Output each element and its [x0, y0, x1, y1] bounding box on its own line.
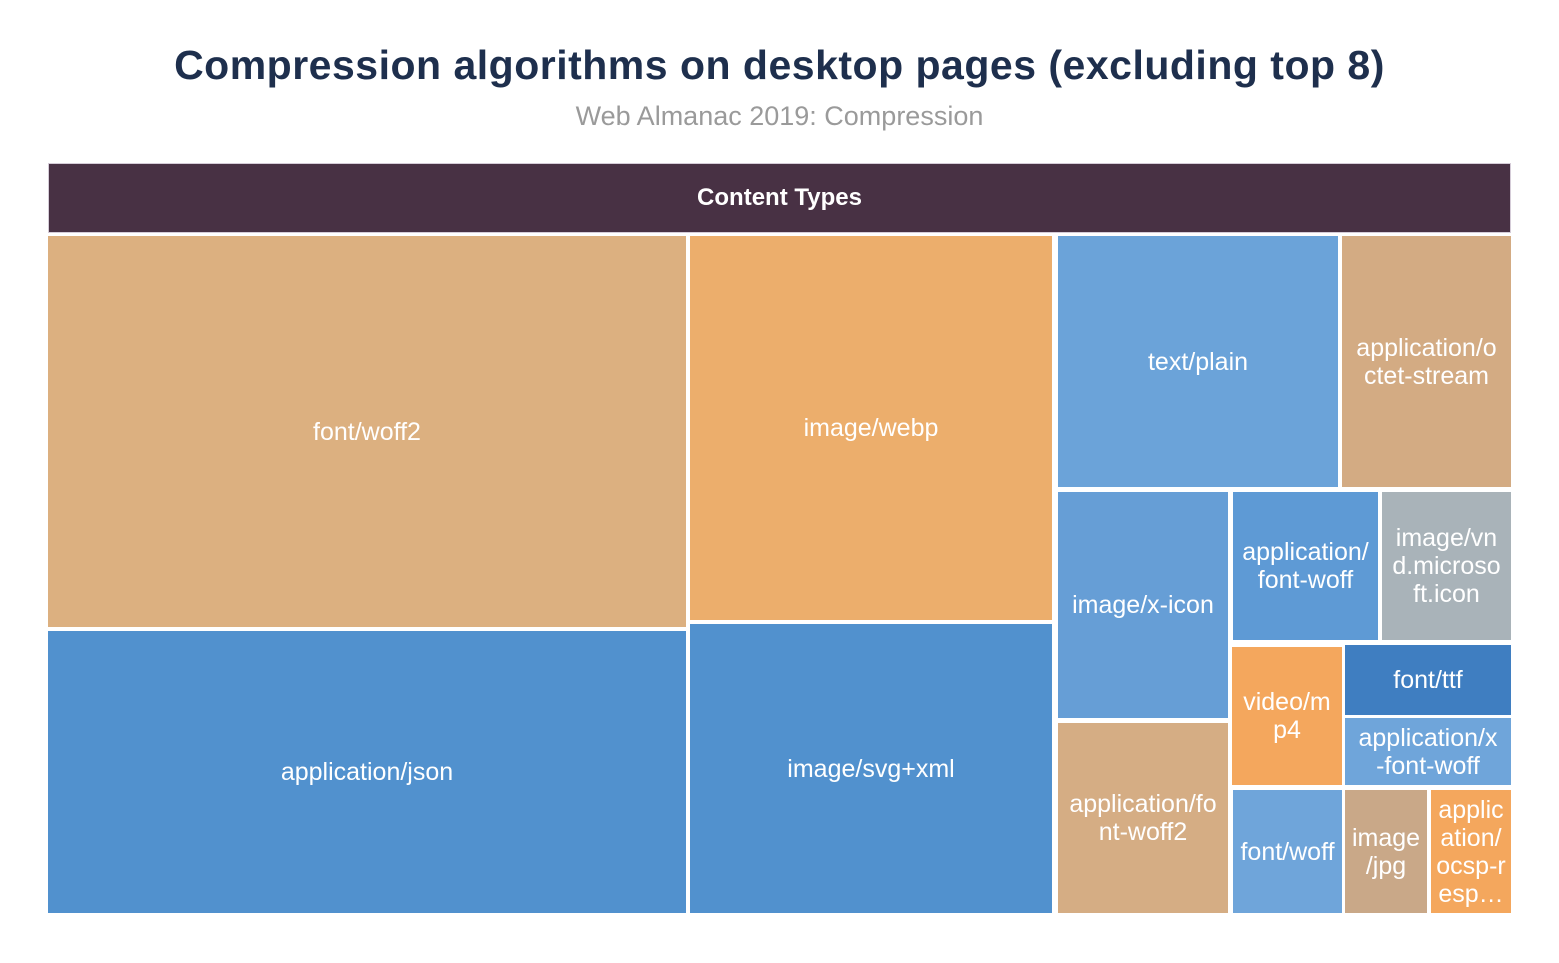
treemap-cell-image-vnd-microsoft-icon[interactable]: image/vn d.microso ft.icon	[1382, 492, 1511, 640]
treemap-cell-label: font/ttf	[1393, 666, 1463, 694]
treemap-cell-label: applic ation/ ocsp-r esp…	[1436, 795, 1506, 908]
treemap-cell-label: application/json	[280, 758, 454, 786]
treemap-cell-application-octet-stream[interactable]: application/o ctet-stream	[1342, 236, 1511, 487]
treemap-cell-image-x-icon[interactable]: image/x-icon	[1058, 492, 1228, 718]
treemap-cell-image-webp[interactable]: image/webp	[690, 236, 1052, 620]
treemap-cell-label: image/vn d.microso ft.icon	[1392, 524, 1501, 608]
treemap-cell-application-json[interactable]: application/json	[48, 631, 686, 913]
treemap-cell-font-ttf[interactable]: font/ttf	[1345, 645, 1511, 715]
content-types-treemap: Content Types font/woff2 image/webp applic…	[48, 163, 1511, 913]
treemap-cell-label: image/svg+xml	[787, 754, 955, 783]
treemap-cell-label: video/m p4	[1243, 688, 1331, 744]
treemap-cells: font/woff2 image/webp application/json imag…	[48, 233, 1511, 913]
treemap-cell-image-jpg[interactable]: image /jpg	[1345, 790, 1427, 913]
treemap-cell-label: text/plain	[1147, 347, 1249, 376]
treemap-cell-label: image/x-icon	[1072, 591, 1214, 619]
treemap-cell-font-woff[interactable]: font/woff	[1233, 790, 1342, 913]
treemap-cell-application-x-font-woff[interactable]: application/x -font-woff	[1345, 718, 1511, 785]
treemap-cell-application-font-woff[interactable]: application/ font-woff	[1233, 492, 1378, 640]
treemap-cell-font-woff2[interactable]: font/woff2	[48, 236, 686, 627]
treemap-cell-label: application/x -font-woff	[1358, 723, 1498, 780]
treemap-cell-application-ocsp-resp[interactable]: applic ation/ ocsp-r esp…	[1431, 790, 1511, 913]
treemap-root-header[interactable]: Content Types	[48, 163, 1511, 233]
treemap-cell-video-mp4[interactable]: video/m p4	[1232, 647, 1342, 785]
treemap-cell-application-font-woff2[interactable]: application/fo nt-woff2	[1058, 723, 1228, 913]
treemap-cell-text-plain[interactable]: text/plain	[1058, 236, 1338, 487]
treemap-cell-label: application/fo nt-woff2	[1069, 790, 1217, 846]
treemap-cell-label: application/o ctet-stream	[1356, 333, 1497, 390]
treemap-cell-label: image /jpg	[1351, 823, 1421, 880]
treemap-cell-label: font/woff2	[313, 417, 421, 446]
treemap-cell-image-svg-xml[interactable]: image/svg+xml	[690, 624, 1052, 913]
chart-subtitle: Web Almanac 2019: Compression	[575, 101, 984, 131]
treemap-cell-label: image/webp	[803, 414, 939, 442]
treemap-cell-label: font/woff	[1240, 837, 1335, 866]
treemap-cell-label: application/ font-woff	[1242, 538, 1369, 594]
chart-title: Compression algorithms on desktop pages …	[174, 42, 1385, 88]
